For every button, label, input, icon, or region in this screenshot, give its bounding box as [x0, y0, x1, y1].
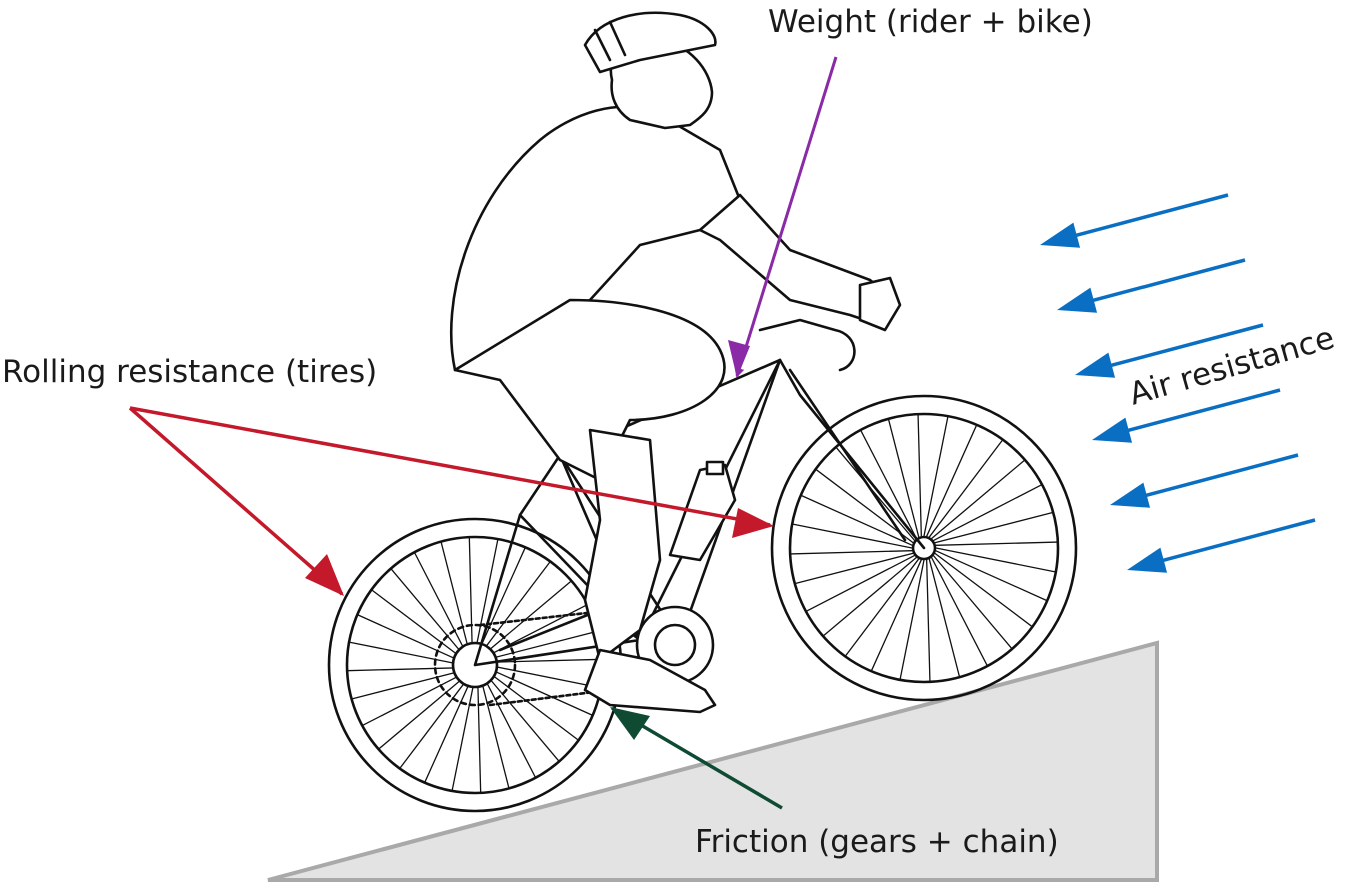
- wheel-spoke: [815, 468, 914, 544]
- rolling-arrowhead-front: [732, 508, 774, 538]
- wheel-spoke: [870, 559, 922, 672]
- wheel-spoke: [934, 511, 1054, 544]
- wheel-spoke: [424, 676, 473, 783]
- air-arrow: [1093, 323, 1264, 372]
- air-arrow: [1145, 518, 1316, 567]
- air-arrowhead: [1057, 287, 1098, 313]
- wheel-spoke: [477, 547, 526, 654]
- wheel-spoke: [347, 667, 464, 672]
- wheel-spoke: [805, 554, 915, 613]
- friction-arrowhead: [610, 707, 650, 740]
- wheel-spoke: [485, 630, 599, 661]
- wheel-spoke: [933, 483, 1043, 542]
- wheel-spoke: [926, 424, 978, 537]
- wheel-spoke: [351, 669, 465, 700]
- air-arrowhead: [1110, 482, 1151, 508]
- wheel-spoke: [934, 552, 1033, 628]
- wheel-spoke: [917, 414, 922, 537]
- air-arrowhead: [1040, 222, 1081, 248]
- air-arrowhead: [1127, 547, 1168, 573]
- wheel-spoke: [357, 614, 464, 663]
- wheel-spoke: [486, 667, 593, 716]
- air-arrowhead: [1075, 352, 1116, 378]
- wheel-spoke: [887, 418, 920, 538]
- wheel-spoke: [440, 541, 471, 655]
- air-arrow: [1110, 388, 1281, 437]
- air-resistance-arrows: [1040, 193, 1316, 573]
- wheel-spoke: [348, 641, 464, 666]
- wheel-spoke: [930, 557, 989, 667]
- air-arrow: [1075, 258, 1246, 307]
- wheel-spoke: [378, 673, 468, 750]
- wheel-spoke: [481, 674, 537, 779]
- wheel-spoke: [483, 672, 560, 762]
- rolling-arrow-front: [129, 406, 771, 527]
- friction-label: Friction (gears + chain): [695, 824, 1059, 860]
- rolling-arrow-rear: [128, 406, 344, 596]
- wheel-spoke: [935, 550, 1048, 602]
- wheel-spoke: [486, 664, 602, 689]
- wheel-spoke: [390, 568, 467, 658]
- wheel-spoke: [486, 658, 603, 663]
- wheel-spoke: [928, 558, 961, 678]
- air-arrowhead: [1092, 417, 1133, 443]
- wheel-spoke: [371, 589, 465, 661]
- wheel-spoke: [899, 559, 925, 680]
- air-arrow: [1128, 453, 1299, 502]
- wheel-spoke: [928, 439, 1004, 538]
- wheel-spoke: [935, 547, 1056, 573]
- wheel-spoke: [822, 556, 917, 637]
- wheel-spoke: [790, 550, 913, 555]
- wheel-spoke: [932, 555, 1013, 650]
- wheel-spoke: [485, 669, 579, 741]
- wheel-spoke: [800, 494, 913, 546]
- rolling-resistance-label: Rolling resistance (tires): [2, 354, 377, 390]
- wheel-spoke: [477, 676, 482, 793]
- wheel-spoke: [794, 552, 914, 585]
- wheel-spoke: [413, 551, 469, 656]
- wheel-spoke: [451, 676, 476, 792]
- weight-arrow: [734, 56, 838, 378]
- wheel-spoke: [926, 559, 931, 682]
- wheel-spoke: [361, 671, 466, 727]
- wheel-spoke: [859, 429, 918, 539]
- wheel-spoke: [479, 675, 510, 789]
- wheel-spoke: [792, 523, 913, 549]
- wheel-spoke: [399, 675, 471, 769]
- air-arrow: [1058, 193, 1229, 242]
- wheel-spoke: [931, 459, 1026, 540]
- wheel-spoke: [844, 558, 920, 657]
- wheel-spoke: [474, 538, 499, 654]
- cyclist-illustration: [449, 11, 902, 714]
- weight-label: Weight (rider + bike): [768, 4, 1093, 40]
- wheel-spoke: [479, 561, 551, 655]
- weight-arrowhead: [728, 340, 750, 378]
- wheel-spoke: [923, 416, 949, 537]
- rear-wheel: [327, 517, 623, 813]
- wheel-spoke: [468, 537, 473, 654]
- slope-ramp: [267, 640, 1159, 882]
- wheel-spoke: [935, 541, 1058, 546]
- rolling-arrowhead-rear: [305, 554, 344, 596]
- wheel-spoke: [482, 580, 572, 657]
